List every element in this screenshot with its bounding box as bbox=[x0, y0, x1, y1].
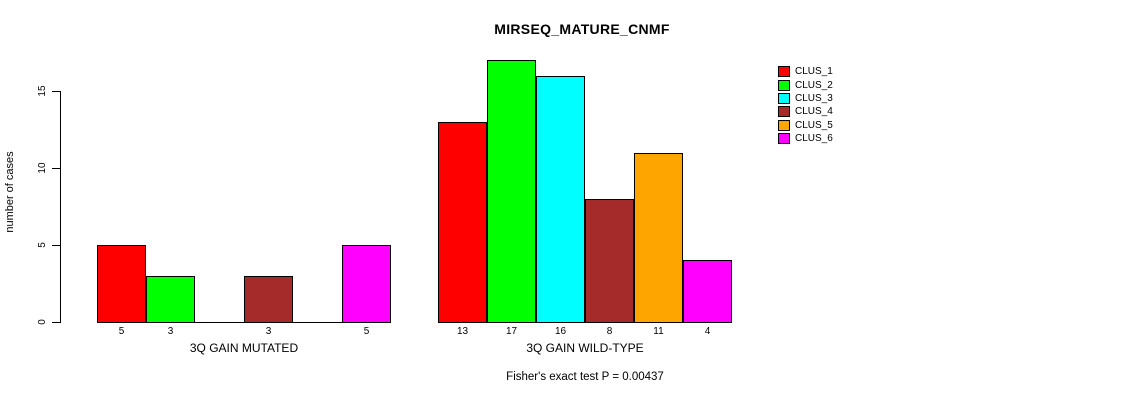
group-title-1: 3Q GAIN MUTATED bbox=[189, 341, 299, 355]
y-tick-mark-0 bbox=[52, 322, 60, 323]
bar-value-label-clus_1-group1: 5 bbox=[118, 326, 125, 337]
bar-value-label-clus_6-group2: 4 bbox=[704, 326, 711, 337]
legend-label-clus_4: CLUS_4 bbox=[795, 106, 833, 118]
legend-row-clus_6: CLUS_6 bbox=[778, 132, 833, 145]
bar-clus_2-group1 bbox=[146, 276, 195, 323]
y-tick-mark-5 bbox=[52, 245, 60, 246]
bar-value-label-clus_2-group2: 17 bbox=[505, 326, 518, 337]
legend-label-clus_2: CLUS_2 bbox=[795, 79, 833, 91]
bar-clus_3-group2 bbox=[536, 76, 585, 323]
y-axis-line bbox=[60, 91, 61, 323]
bar-clus_3-group1 bbox=[195, 322, 244, 323]
legend: CLUS_1 CLUS_2 CLUS_3 CLUS_4 CLUS_5 CLUS_6 bbox=[778, 65, 833, 145]
bar-value-label-clus_1-group2: 13 bbox=[456, 326, 469, 337]
bar-clus_5-group1 bbox=[293, 322, 342, 323]
y-tick-label-10: 10 bbox=[37, 162, 48, 174]
bar-value-label-clus_4-group1: 3 bbox=[265, 326, 272, 337]
legend-label-clus_5: CLUS_5 bbox=[795, 119, 833, 131]
y-axis-title: number of cases bbox=[4, 151, 16, 233]
legend-swatch-clus_5 bbox=[778, 119, 790, 131]
legend-swatch-clus_2 bbox=[778, 79, 790, 91]
bar-value-label-clus_3-group2: 16 bbox=[554, 326, 567, 337]
bar-clus_1-group1 bbox=[97, 245, 146, 323]
legend-row-clus_2: CLUS_2 bbox=[778, 78, 833, 91]
bar-value-label-clus_6-group1: 5 bbox=[363, 326, 370, 337]
bar-clus_5-group2 bbox=[634, 153, 683, 323]
bar-clus_4-group2 bbox=[585, 199, 634, 323]
y-tick-label-5: 5 bbox=[37, 242, 48, 248]
bar-clus_2-group2 bbox=[487, 60, 536, 323]
bar-clus_1-group2 bbox=[438, 122, 487, 323]
legend-swatch-clus_1 bbox=[778, 66, 790, 78]
legend-row-clus_1: CLUS_1 bbox=[778, 65, 833, 78]
y-tick-label-0: 0 bbox=[37, 319, 48, 325]
bar-clus_6-group2 bbox=[683, 260, 732, 323]
y-tick-mark-15 bbox=[52, 91, 60, 92]
legend-row-clus_3: CLUS_3 bbox=[778, 92, 833, 105]
legend-swatch-clus_3 bbox=[778, 92, 790, 104]
legend-row-clus_4: CLUS_4 bbox=[778, 105, 833, 118]
legend-row-clus_5: CLUS_5 bbox=[778, 119, 833, 132]
legend-swatch-clus_4 bbox=[778, 106, 790, 118]
bar-value-label-clus_4-group2: 8 bbox=[606, 326, 613, 337]
bar-clus_4-group1 bbox=[244, 276, 293, 323]
y-tick-mark-10 bbox=[52, 168, 60, 169]
legend-label-clus_3: CLUS_3 bbox=[795, 92, 833, 104]
legend-swatch-clus_6 bbox=[778, 133, 790, 145]
fisher-test-annotation: Fisher's exact test P = 0.00437 bbox=[506, 371, 664, 383]
group-title-2: 3Q GAIN WILD-TYPE bbox=[526, 341, 644, 355]
chart-title: MIRSEQ_MATURE_CNMF bbox=[494, 21, 670, 37]
legend-label-clus_1: CLUS_1 bbox=[795, 66, 833, 78]
bar-value-label-clus_2-group1: 3 bbox=[167, 326, 174, 337]
y-tick-label-15: 15 bbox=[37, 85, 48, 97]
legend-label-clus_6: CLUS_6 bbox=[795, 133, 833, 145]
bar-value-label-clus_5-group2: 11 bbox=[653, 326, 664, 337]
bar-clus_6-group1 bbox=[342, 245, 391, 323]
